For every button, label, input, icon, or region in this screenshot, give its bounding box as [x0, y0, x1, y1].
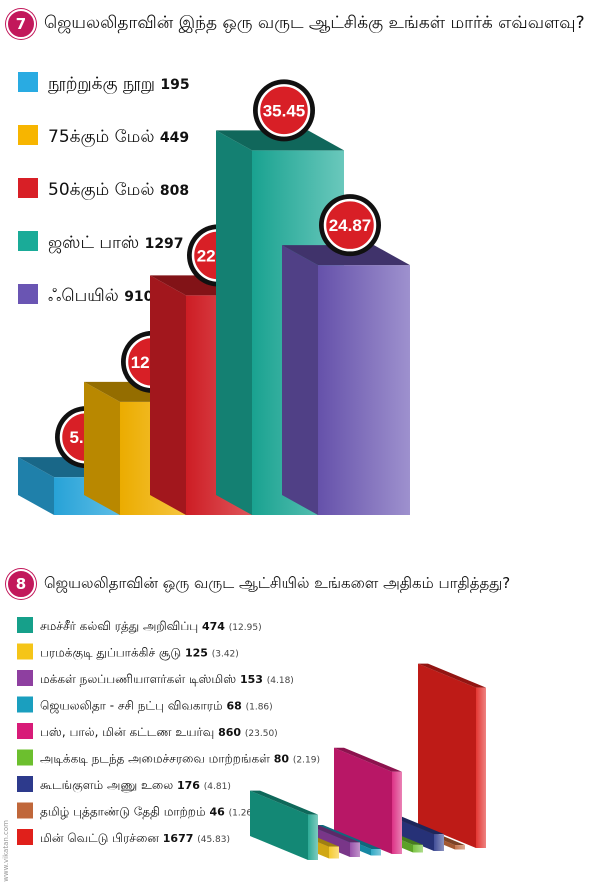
- bar-front: [329, 846, 339, 859]
- legend-percent: (4.81): [204, 782, 231, 792]
- legend-label: 50க்கும் மேல் 808: [48, 180, 189, 200]
- legend-swatch: [17, 670, 33, 686]
- legend-label: ஃபெயில் 910: [48, 286, 154, 306]
- bar-front: [413, 844, 423, 853]
- legend-count: 46: [209, 806, 228, 819]
- legend-label: மின் வெட்டு பிரச்னை 1677 (45.83): [40, 831, 230, 845]
- legend-count: 125: [185, 647, 212, 660]
- bar-front: [455, 845, 465, 850]
- legend-swatch: [18, 72, 38, 92]
- legend-swatch: [17, 749, 33, 766]
- question-number-badge: 8: [6, 569, 36, 599]
- legend-count: 68: [226, 700, 245, 713]
- bar-side: [334, 747, 392, 854]
- legend-percent: (1.86): [246, 703, 273, 713]
- question-7-header: 7 ஜெயலலிதாவின் இந்த ஒரு வருட ஆட்சிக்கு உ…: [6, 9, 585, 39]
- bar-top: [334, 747, 402, 772]
- bar-side: [216, 130, 252, 515]
- legend-swatch: [18, 231, 38, 251]
- legend-swatch: [18, 178, 38, 198]
- legend-label: பரமக்குடி துப்பாக்கிச் சூடு 125 (3.42): [40, 646, 239, 661]
- marker-circle: [257, 84, 311, 137]
- bar-side: [18, 457, 54, 515]
- bar-value-label: 24.87: [329, 216, 372, 235]
- bar-top: [250, 790, 318, 815]
- legend-count: 176: [177, 779, 204, 792]
- bar-side: [250, 790, 308, 860]
- legend-percent: (2.19): [293, 756, 320, 766]
- legend-swatch: [17, 776, 33, 792]
- legend-label: ஜெயலலிதா - சசி நட்பு விவகாரம் 68 (1.86): [40, 699, 273, 714]
- legend-percent: (23.50): [245, 729, 278, 739]
- legend-count: 910: [124, 289, 153, 305]
- legend-label: மக்கள் நலப்பணியாளர்கள் டிஸ்மிஸ் 153 (4.1…: [40, 672, 294, 686]
- bar-front: [371, 848, 381, 856]
- legend-label: சமச்சீர் கல்வி ரத்து அறிவிப்பு 474 (12.9…: [40, 619, 262, 634]
- legend-label: ஜஸ்ட் பாஸ் 1297: [48, 233, 184, 254]
- legend-count: 80: [274, 753, 293, 766]
- legend-count: 860: [218, 726, 245, 739]
- legend-swatch: [17, 829, 33, 845]
- bar-side: [150, 275, 186, 515]
- legend-swatch: [18, 125, 38, 145]
- legend-percent: (12.95): [229, 623, 262, 633]
- legend-count: 1297: [145, 236, 184, 252]
- legend-label: 75க்கும் மேல் 449: [48, 127, 189, 147]
- bar-value-label: 35.45: [263, 101, 306, 120]
- legend-percent: (1.26): [229, 809, 256, 819]
- question-7-title: ஜெயலலிதாவின் இந்த ஒரு வருட ஆட்சிக்கு உங்…: [44, 13, 585, 33]
- legend-count: 153: [240, 673, 267, 686]
- bar-front: [476, 687, 486, 848]
- legend-swatch: [17, 723, 33, 739]
- legend-label: அடிக்கடி நடந்த அமைச்சரவை மாற்றங்கள் 80 (…: [40, 752, 320, 766]
- legend-label: தமிழ் புத்தாண்டு தேதி மாற்றம் 46 (1.26): [40, 805, 256, 819]
- question-number-badge: 7: [6, 9, 36, 39]
- bar-front: [392, 771, 402, 854]
- grade-bar-chart: நூற்றுக்கு நூறு 195 75க்கும் மேல் 449 50க்…: [18, 72, 410, 515]
- bar-top: [418, 663, 486, 688]
- legend-percent: (4.18): [267, 676, 294, 686]
- legend-label: நூற்றுக்கு நூறு 195: [48, 74, 190, 94]
- bar-front: [434, 834, 444, 851]
- bar-front: [318, 265, 410, 515]
- legend-swatch: [17, 643, 33, 660]
- watermark: www.vikatan.com: [2, 820, 10, 882]
- legend-count: 195: [160, 77, 189, 93]
- legend-percent: (45.83): [197, 835, 230, 845]
- legend-count: 1677: [163, 832, 197, 845]
- legend-label: கூடங்குளம் அணு உலை 176 (4.81): [40, 778, 231, 793]
- legend-swatch: [18, 284, 38, 304]
- legend-count: 449: [160, 130, 189, 146]
- question-8-title: ஜெயலலிதாவின் ஒரு வருட ஆட்சியில் உங்களை அ…: [44, 574, 511, 592]
- legend-swatch: [17, 696, 33, 713]
- legend-swatch: [17, 802, 33, 819]
- legend-label: பஸ், பால், மின் கட்டண உயர்வு 860 (23.50): [40, 725, 278, 739]
- bar-side: [282, 245, 318, 515]
- legend-count: 474: [202, 620, 229, 633]
- bar-front: [350, 842, 360, 857]
- bar-side: [418, 663, 476, 848]
- question-8-header: 8 ஜெயலலிதாவின் ஒரு வருட ஆட்சியில் உங்களை…: [6, 569, 510, 599]
- legend-percent: (3.42): [212, 650, 239, 660]
- legend-count: 808: [160, 183, 189, 199]
- bar-side: [84, 381, 120, 515]
- legend-swatch: [17, 617, 33, 633]
- bar-front: [308, 814, 318, 860]
- marker-circle: [323, 198, 377, 252]
